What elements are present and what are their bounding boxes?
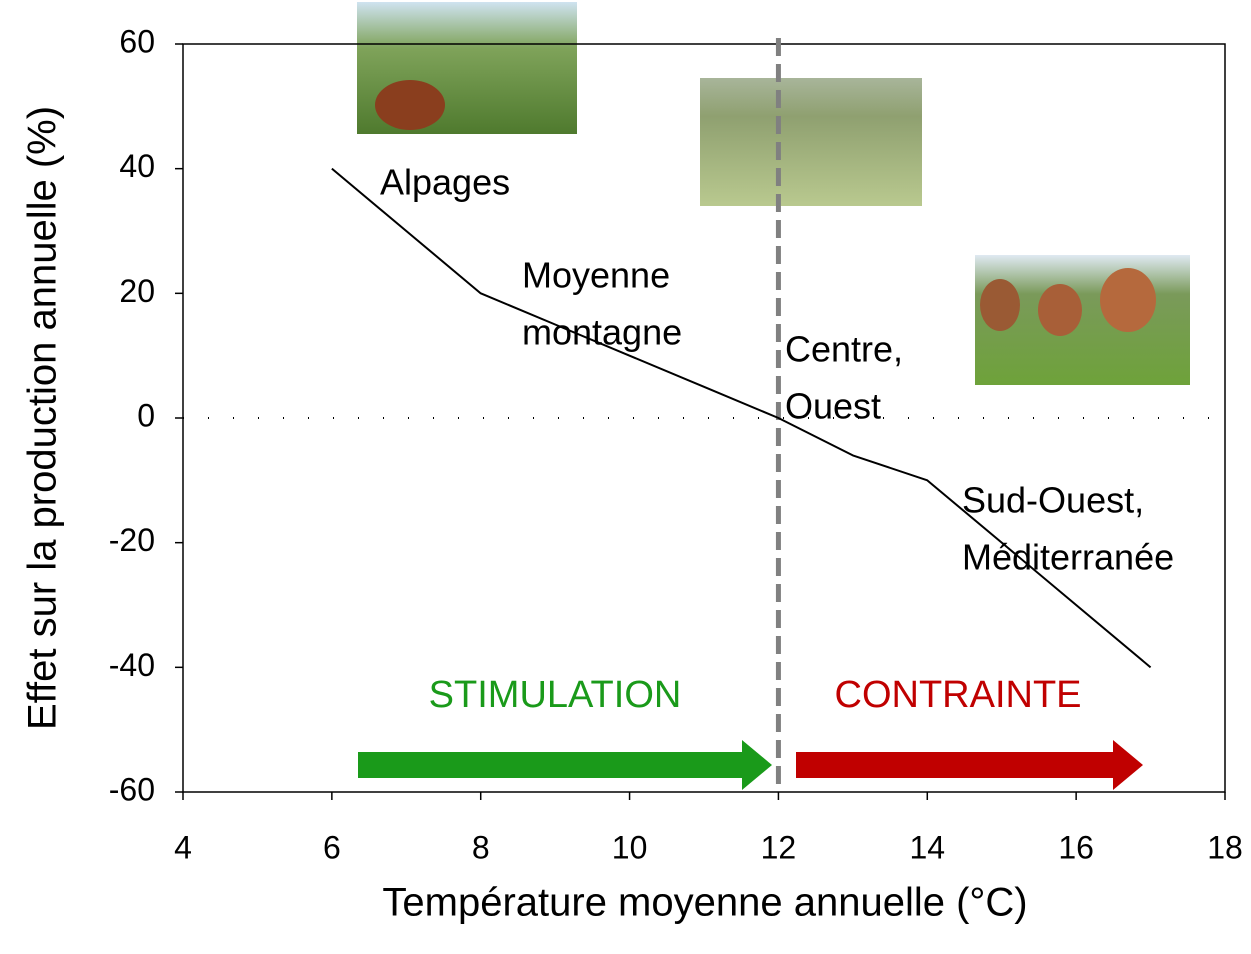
region-label: Centre,: [785, 329, 903, 370]
x-tick-label: 8: [472, 829, 490, 865]
x-tick-label: 18: [1207, 829, 1243, 865]
zone-label: CONTRAINTE: [835, 674, 1082, 716]
photo-cow: [1100, 268, 1156, 332]
region-label: Alpages: [380, 162, 510, 203]
y-tick-label: -20: [109, 522, 155, 558]
region-label: montagne: [522, 312, 682, 353]
zone-label: STIMULATION: [429, 674, 682, 716]
photo-cow: [980, 279, 1020, 331]
region-label: Sud-Ouest,: [962, 480, 1144, 521]
x-tick-label: 14: [909, 829, 945, 865]
y-axis-title: Effet sur la production annuelle (%): [21, 106, 65, 730]
photo-meadow: [700, 78, 922, 206]
region-label: Ouest: [785, 386, 881, 427]
x-tick-label: 4: [174, 829, 192, 865]
photo-cow: [375, 80, 445, 130]
zone-arrow: [796, 740, 1143, 790]
region-label: Méditerranée: [962, 537, 1174, 578]
data-line: [331, 167, 1152, 669]
y-tick-label: 40: [119, 148, 155, 184]
x-axis-title: Température moyenne annuelle (°C): [382, 881, 1027, 925]
x-tick-label: 6: [323, 829, 341, 865]
y-tick-label: -60: [109, 771, 155, 807]
region-label: Moyenne: [522, 255, 670, 296]
y-tick-label: 20: [119, 273, 155, 309]
x-tick-label: 12: [761, 829, 797, 865]
x-tick-label: 16: [1058, 829, 1094, 865]
x-tick-label: 10: [612, 829, 648, 865]
photo-cow: [1038, 284, 1082, 336]
y-tick-label: 0: [137, 397, 155, 433]
y-tick-label: 60: [119, 23, 155, 59]
y-tick-label: -40: [109, 647, 155, 683]
zone-arrow: [358, 740, 772, 790]
